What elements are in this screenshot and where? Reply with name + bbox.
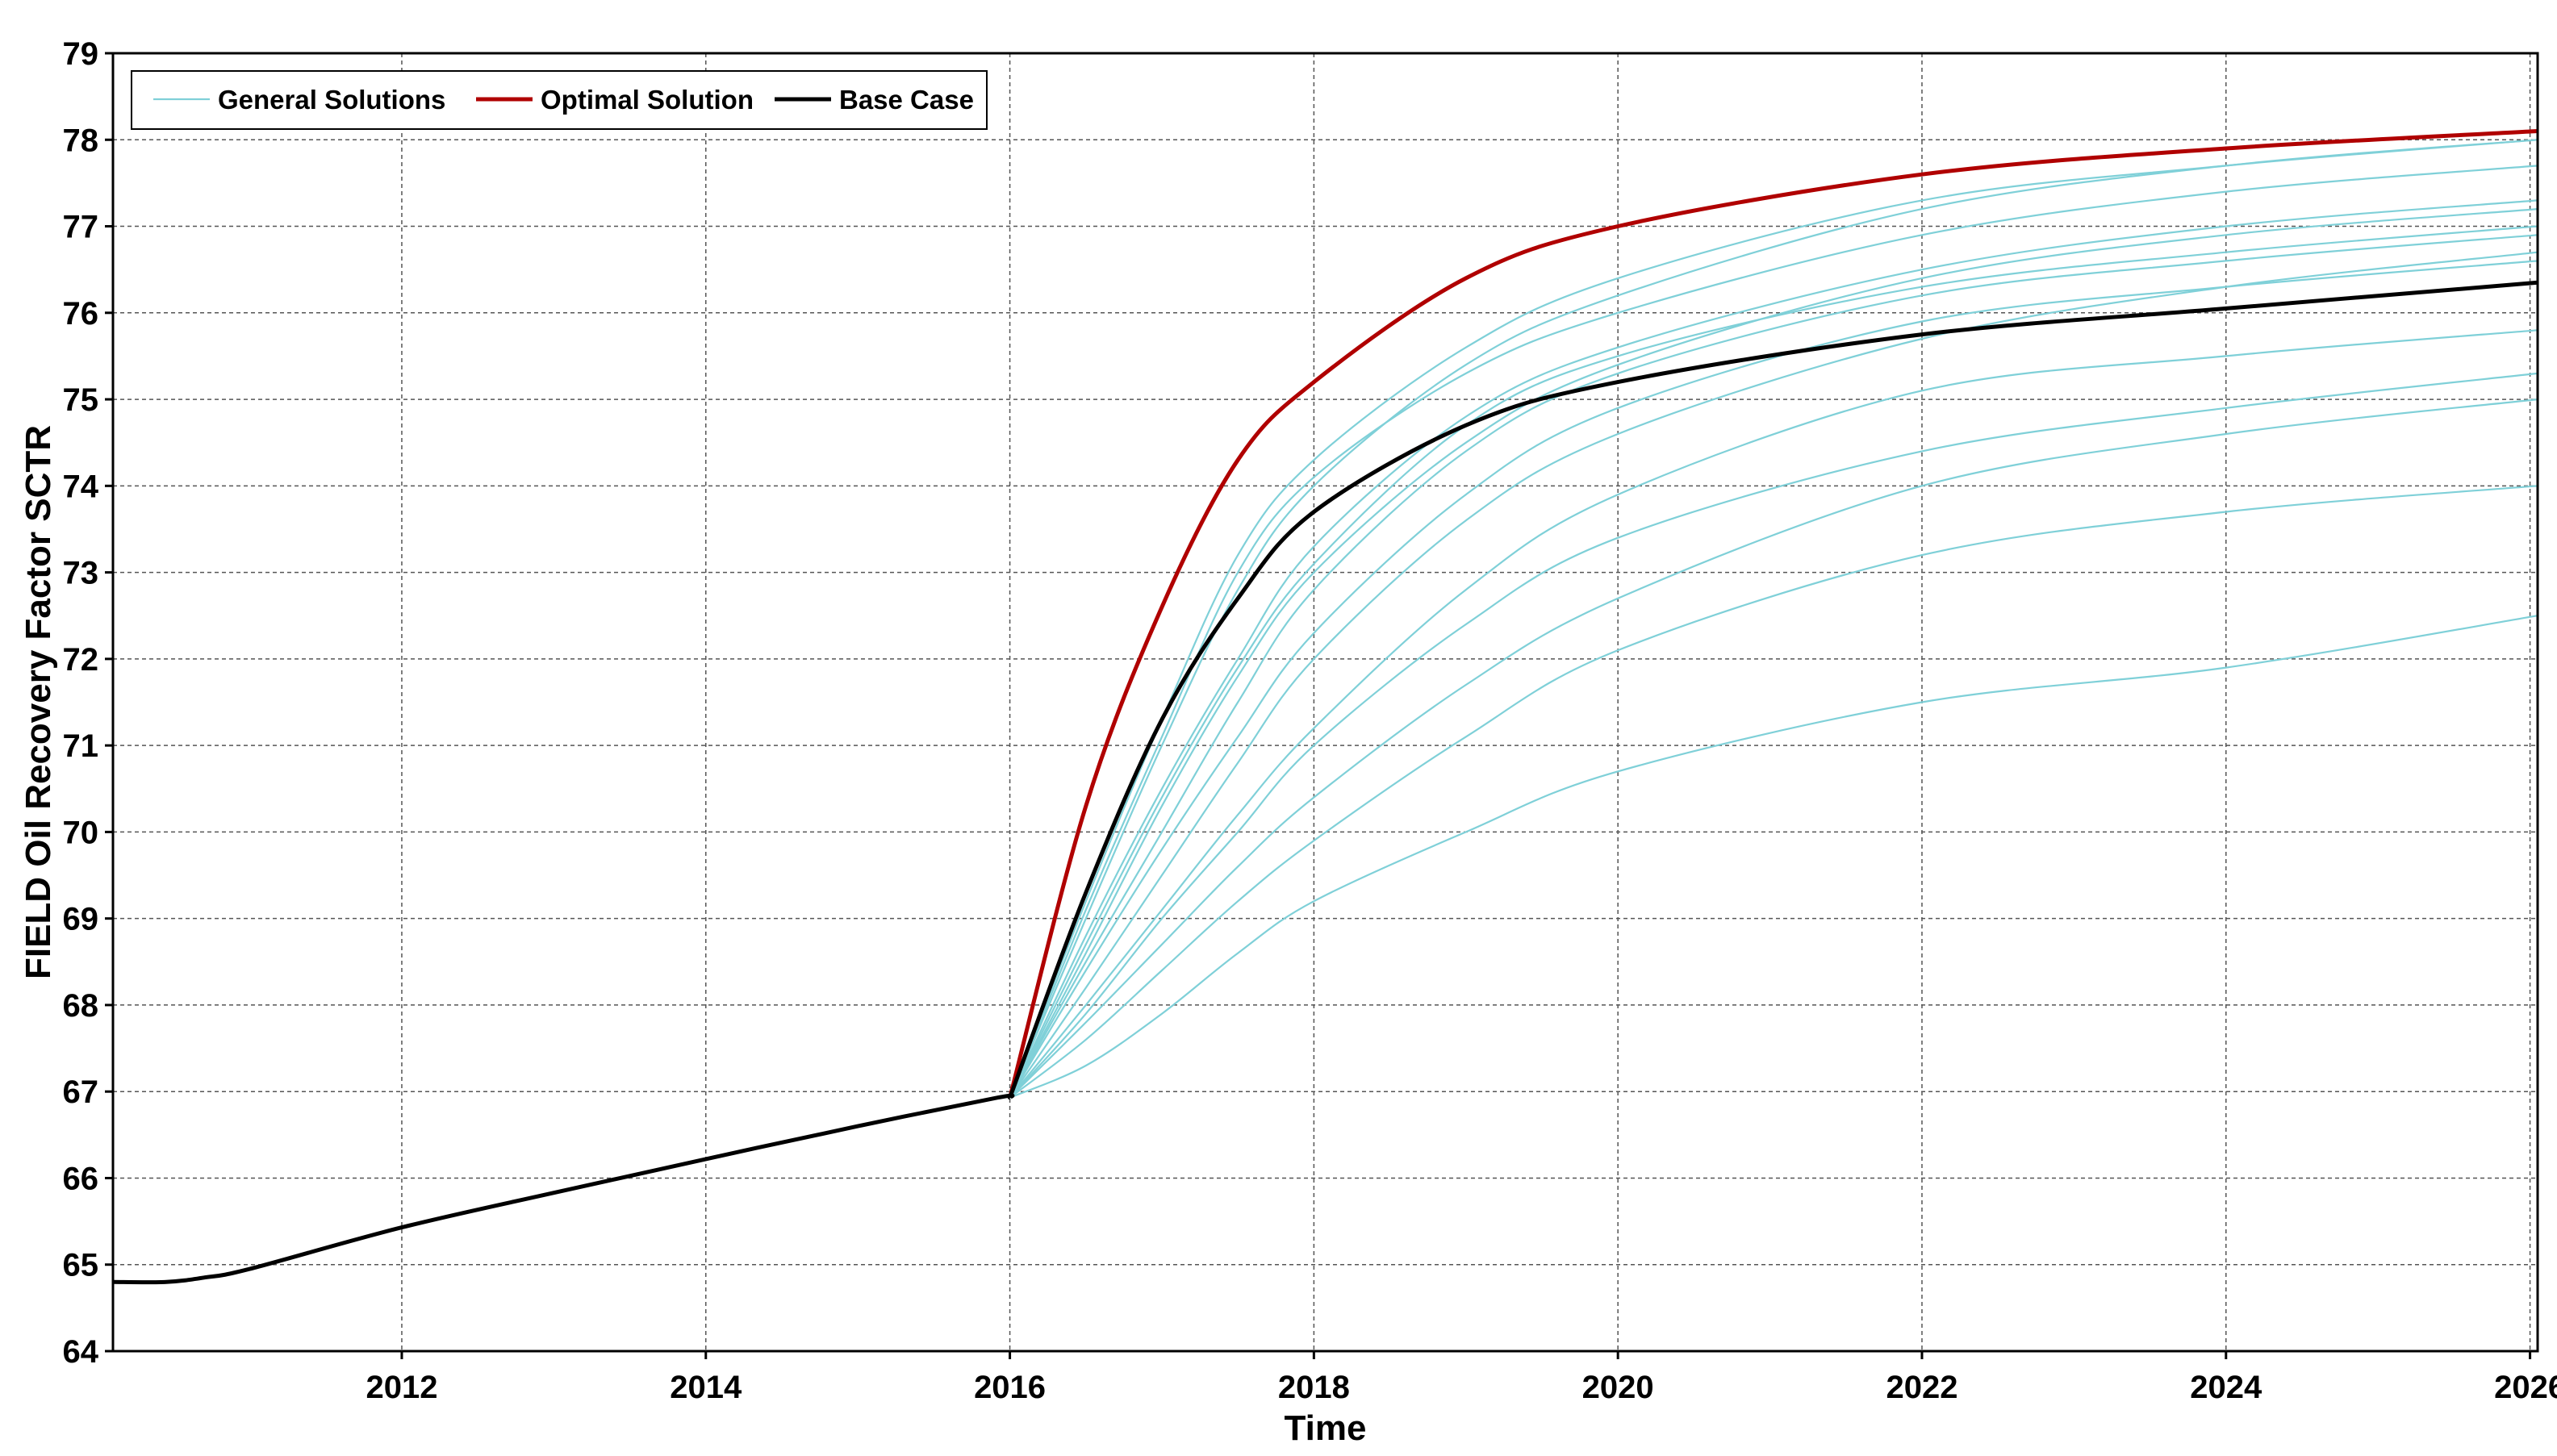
history-line: [112, 1093, 1015, 1285]
base-case-line: [1008, 280, 2538, 1099]
general-solution-line: [1009, 251, 2538, 1099]
grid-lines: [113, 53, 2538, 1351]
optimal-solution-line: [1008, 129, 2538, 1099]
general-solution-line: [1009, 165, 2538, 1099]
general-solution-line: [1009, 208, 2538, 1099]
series-lines: [112, 129, 2538, 1285]
y-tick-label: 67: [63, 1074, 99, 1110]
y-tick-label: 79: [63, 36, 99, 72]
x-tick-label: 2024: [2190, 1370, 2262, 1405]
y-tick-label: 66: [63, 1161, 99, 1196]
x-tick-label: 2012: [366, 1370, 437, 1405]
x-tick-label: 2026: [2494, 1370, 2557, 1405]
general-solution-line: [1009, 615, 2538, 1099]
y-tick-label: 73: [63, 556, 99, 591]
y-tick-label: 76: [63, 296, 99, 332]
y-axis-title: FIELD Oil Recovery Factor SCTR: [19, 425, 58, 979]
x-tick-label: 2018: [1278, 1370, 1350, 1405]
y-tick-label: 78: [63, 123, 99, 158]
general-solution-line: [1009, 260, 2538, 1099]
legend-box: [131, 70, 988, 130]
y-tick-label: 74: [63, 469, 99, 504]
y-tick-label: 68: [63, 988, 99, 1024]
y-tick-label: 64: [63, 1334, 99, 1370]
y-tick-label: 75: [63, 382, 99, 418]
plot-frame: [111, 52, 2539, 1353]
general-solution-line: [1009, 139, 2538, 1099]
general-solution-line: [1009, 234, 2538, 1099]
legend-label-general-solutions: General Solutions: [218, 85, 445, 115]
x-axis-title: Time: [1285, 1408, 1367, 1448]
y-tick-label: 71: [63, 728, 99, 764]
general-solution-line: [1009, 139, 2538, 1099]
general-solution-line: [1009, 372, 2538, 1099]
general-solution-line: [1009, 199, 2538, 1099]
y-tick-label: 69: [63, 902, 99, 937]
x-tick-label: 2016: [974, 1370, 1046, 1405]
y-tick-label: 72: [63, 642, 99, 678]
y-tick-label: 65: [63, 1248, 99, 1283]
y-tick-label: 70: [63, 815, 99, 850]
general-solution-line: [1009, 485, 2538, 1099]
axis-ticks: 64 65 66 67 68 69 70 71 72 73 74 75 76 77 78 79 2012 2014…: [63, 36, 2557, 1405]
legend-label-base-case: Base Case: [839, 85, 974, 115]
x-tick-label: 2022: [1886, 1370, 1957, 1405]
general-solution-line: [1009, 329, 2538, 1099]
legend-label-optimal-solution: Optimal Solution: [541, 85, 754, 115]
x-tick-label: 2014: [670, 1370, 742, 1405]
legend: General Solutions Optimal Solution Base …: [131, 70, 988, 130]
general-solution-line: [1009, 398, 2538, 1099]
x-tick-label: 2020: [1582, 1370, 1654, 1405]
y-tick-label: 77: [63, 210, 99, 245]
